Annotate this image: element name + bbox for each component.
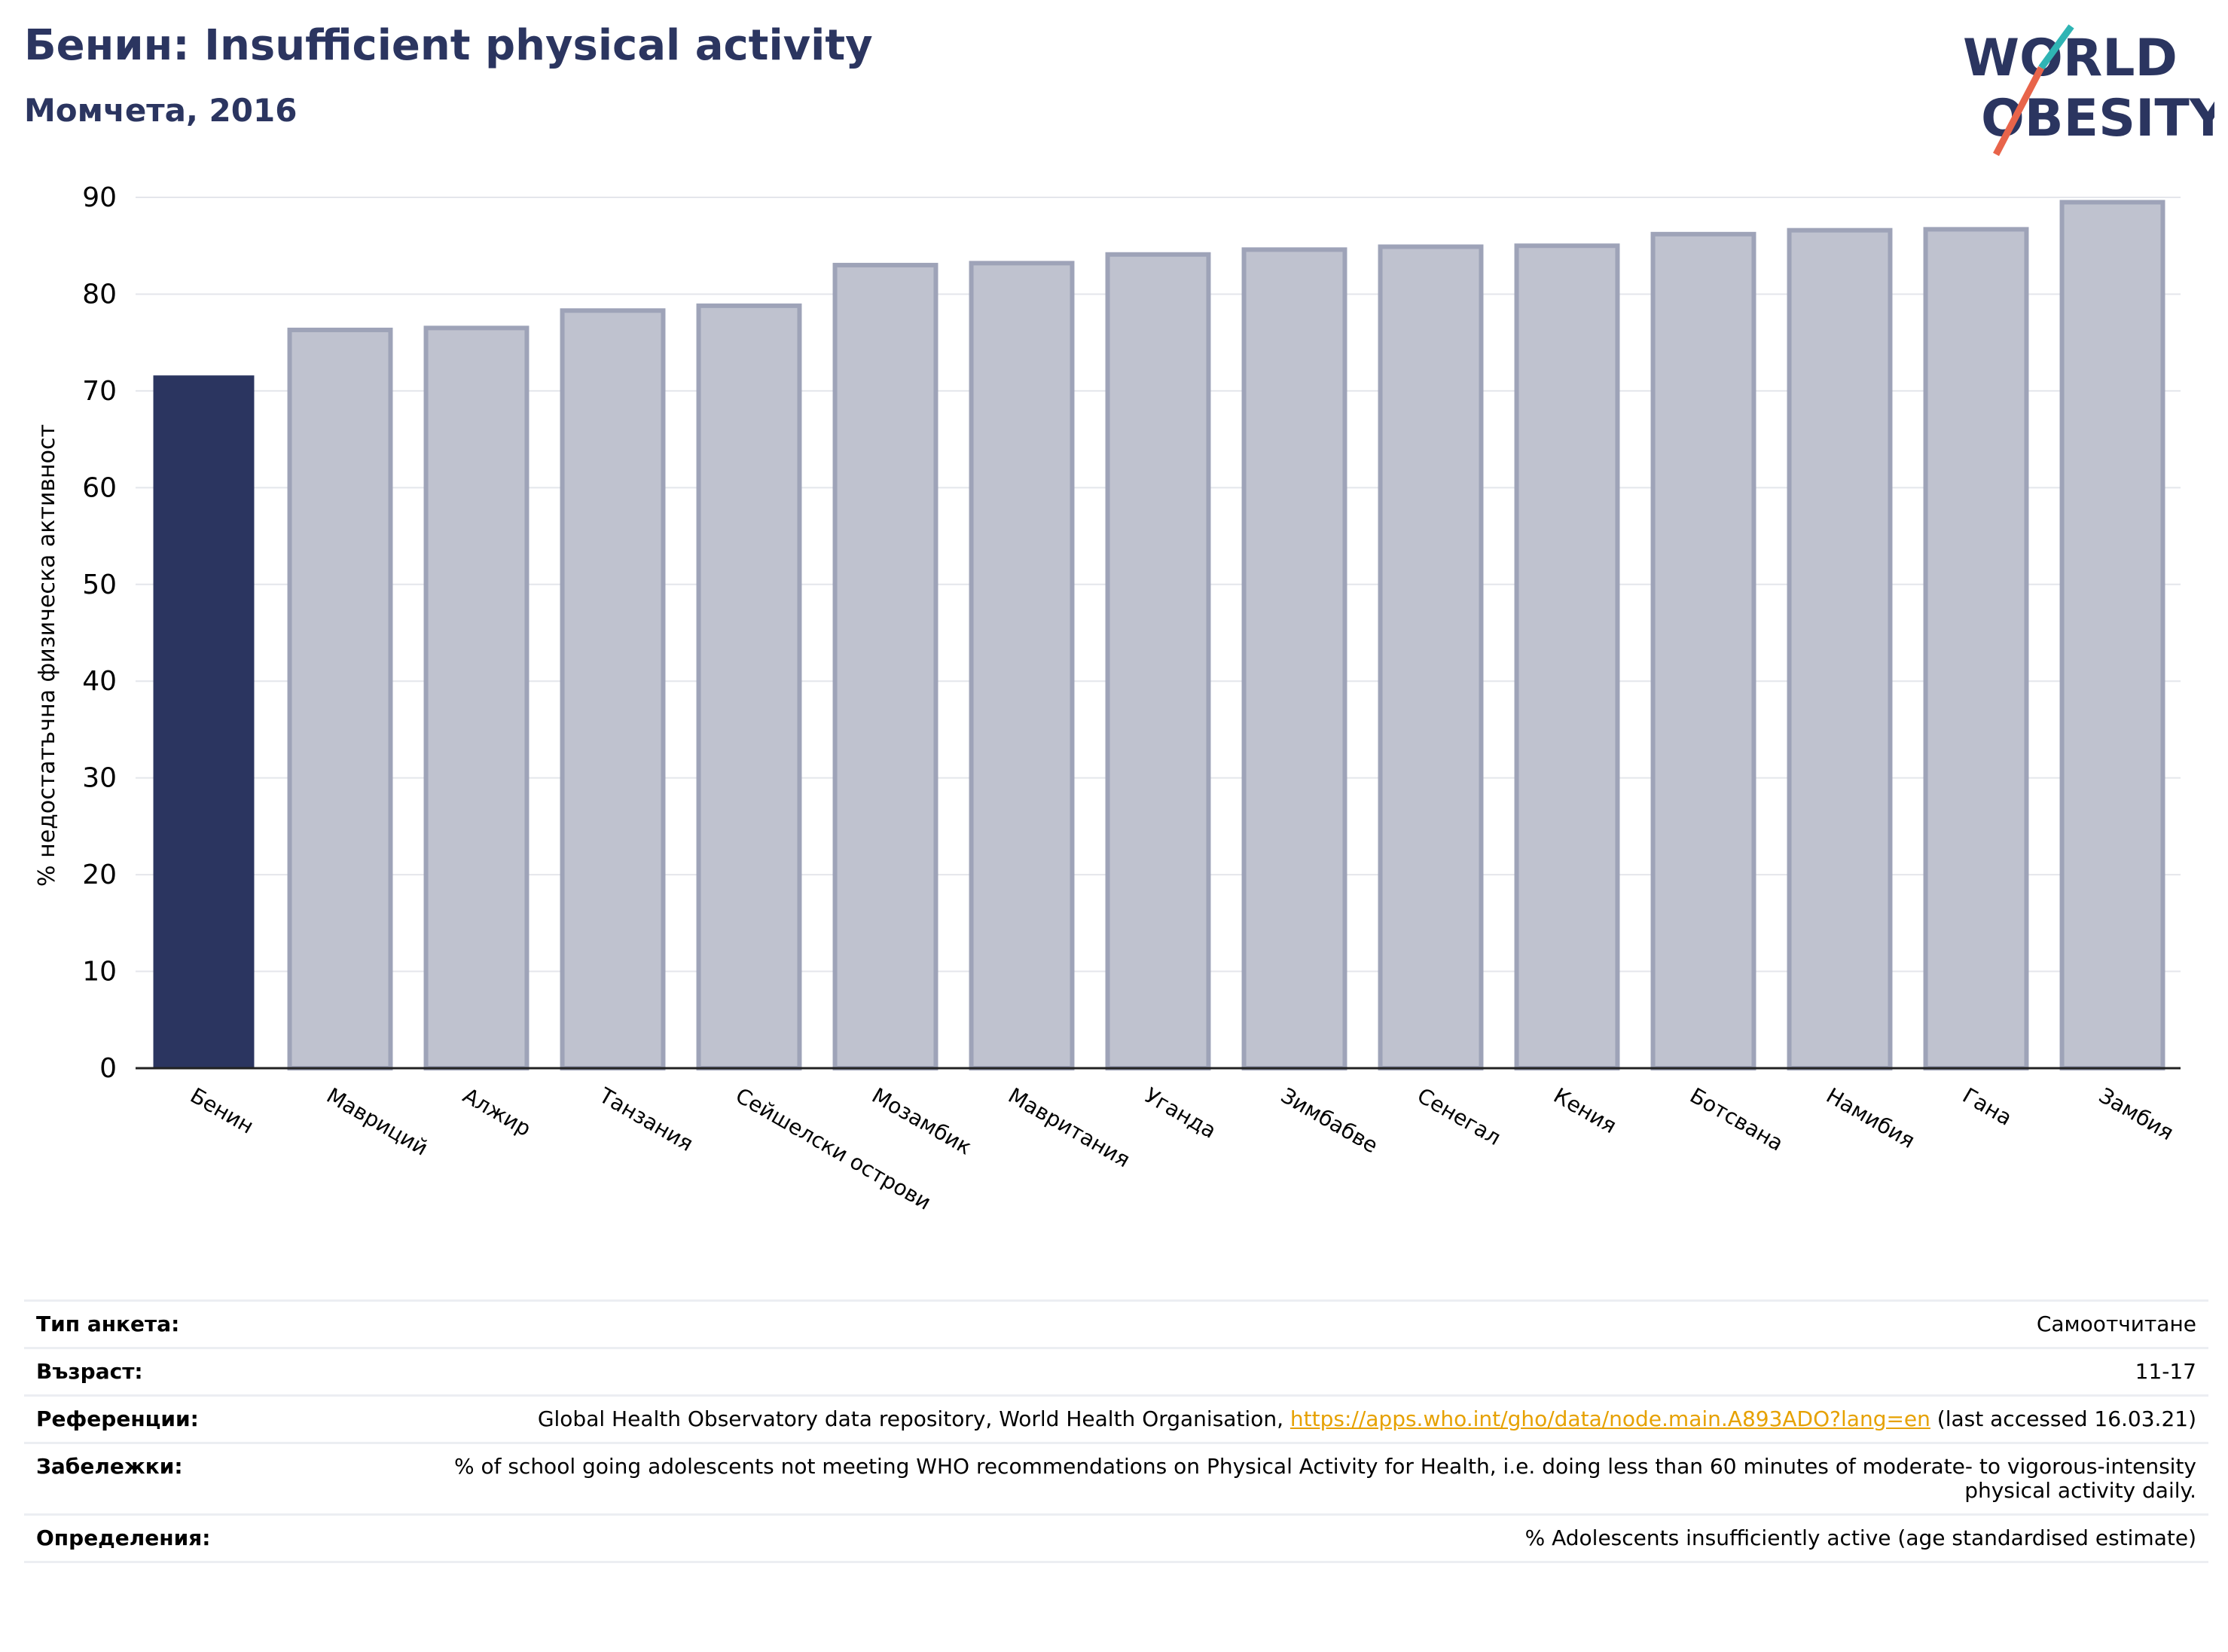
x-tick-label: Танзания xyxy=(594,1083,697,1156)
y-tick-label: 30 xyxy=(82,763,117,794)
x-tick-label: Гана xyxy=(1958,1083,2016,1130)
metadata-key: Възраст: xyxy=(24,1347,425,1397)
logo-line2: OBESITY xyxy=(1981,89,2214,148)
metadata-row: Забележки:% of school going adolescents … xyxy=(24,1442,2208,1516)
x-tick-label: Мавритания xyxy=(1004,1083,1134,1172)
x-tick-label: Замбия xyxy=(2095,1083,2178,1145)
bars xyxy=(153,200,2165,1071)
bar xyxy=(2059,200,2165,1070)
bar xyxy=(832,262,939,1070)
y-tick-label: 50 xyxy=(82,569,117,600)
metadata-value: Global Health Observatory data repositor… xyxy=(425,1394,2208,1444)
metadata-value: 11-17 xyxy=(425,1347,2208,1397)
bar xyxy=(1514,243,1620,1071)
bar xyxy=(1241,247,1347,1070)
metadata-table: Тип анкета: Самоотчитане Възраст: 11-17 Рефе… xyxy=(24,1299,2208,1563)
page-title: Бенин: Insufficient physical activity xyxy=(24,21,873,70)
bar xyxy=(1378,244,1484,1070)
x-tick-label: Уганда xyxy=(1140,1083,1220,1143)
x-axis-ticks: Бенин Мавриций Алжир Танзания Сейшелски остр… xyxy=(186,1083,2178,1215)
x-tick-label: Мавриций xyxy=(322,1083,432,1160)
metadata-value: % of school going adolescents not meetin… xyxy=(425,1442,2208,1516)
x-tick-label: Ботсвана xyxy=(1686,1083,1787,1156)
bar xyxy=(287,327,393,1071)
metadata-key: Забележки: xyxy=(24,1442,425,1516)
bar xyxy=(1105,252,1211,1070)
x-tick-label: Алжир xyxy=(459,1083,536,1141)
y-axis-label: % недостатъчна физическа активност xyxy=(34,424,60,887)
metadata-value: Самоотчитане xyxy=(425,1299,2208,1349)
y-tick-label: 60 xyxy=(82,472,117,503)
y-tick-label: 10 xyxy=(82,957,117,988)
x-tick-label: Сенегал xyxy=(1413,1083,1505,1150)
metadata-key: Определения: xyxy=(24,1513,425,1563)
reference-text: Global Health Observatory data repositor… xyxy=(537,1406,1290,1431)
logo-orange-stroke xyxy=(1993,66,2044,157)
x-tick-label: Бенин xyxy=(186,1083,258,1138)
bar-chart: 0 10 20 30 40 50 60 70 80 90 Бенин Мавриций Алжир Та… xyxy=(34,182,2181,1215)
y-tick-label: 20 xyxy=(82,860,117,890)
bar xyxy=(153,375,255,1068)
bar xyxy=(696,303,802,1070)
y-tick-label: 80 xyxy=(82,279,117,310)
y-axis-ticks: 0 10 20 30 40 50 60 70 80 90 xyxy=(82,182,117,1084)
bar xyxy=(560,308,666,1070)
x-tick-label: Мозамбик xyxy=(868,1083,976,1159)
bar xyxy=(1923,227,2029,1070)
page-subtitle: Момчета, 2016 xyxy=(24,92,298,129)
y-tick-label: 40 xyxy=(82,666,117,697)
logo-teal-stroke xyxy=(2038,24,2074,70)
bar xyxy=(969,261,1075,1071)
bar xyxy=(1787,227,1893,1070)
metadata-row: Тип анкета: Самоотчитане xyxy=(24,1299,2208,1349)
world-obesity-logo: WORLD OBESITY xyxy=(1963,24,2214,157)
x-tick-label: Зимбабве xyxy=(1277,1083,1382,1158)
reference-suffix: (last accessed 16.03.21) xyxy=(1930,1406,2196,1431)
metadata-row: Определения:% Adolescents insufficiently… xyxy=(24,1513,2208,1563)
x-tick-label: Кения xyxy=(1549,1083,1621,1138)
metadata-key: Тип анкета: xyxy=(24,1299,425,1349)
y-tick-label: 70 xyxy=(82,376,117,407)
bar xyxy=(1650,231,1756,1071)
metadata-row: Референции: Global Health Observatory dat… xyxy=(24,1394,2208,1444)
y-tick-label: 0 xyxy=(99,1053,117,1084)
metadata-value: % Adolescents insufficiently active (age… xyxy=(425,1513,2208,1563)
y-tick-label: 90 xyxy=(82,182,117,213)
reference-link[interactable]: https://apps.who.int/gho/data/node.main.… xyxy=(1289,1406,1930,1431)
metadata-key: Референции: xyxy=(24,1394,425,1444)
logo-line1: WORLD xyxy=(1963,29,2178,88)
bar xyxy=(423,325,530,1070)
metadata-row: Възраст: 11-17 xyxy=(24,1347,2208,1397)
x-tick-label: Намибия xyxy=(1822,1083,1919,1153)
